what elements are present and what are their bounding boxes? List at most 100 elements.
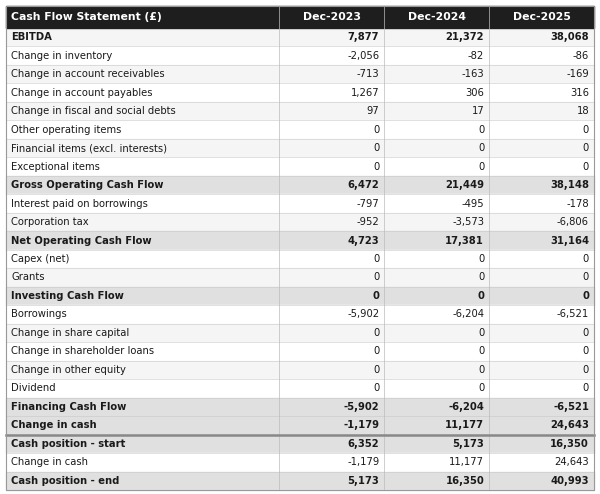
Text: Other operating items: Other operating items: [11, 124, 121, 135]
Bar: [6, 194, 594, 213]
Text: 0: 0: [478, 143, 484, 153]
Text: 0: 0: [478, 254, 484, 264]
Text: -82: -82: [468, 51, 484, 61]
Bar: [6, 6, 594, 28]
Text: 11,177: 11,177: [445, 420, 484, 430]
Text: -713: -713: [356, 69, 379, 79]
Text: 0: 0: [583, 365, 589, 375]
Text: 0: 0: [373, 346, 379, 356]
Text: Change in share capital: Change in share capital: [11, 328, 129, 338]
Text: Dec-2025: Dec-2025: [512, 12, 571, 22]
Bar: [6, 305, 594, 324]
Text: -6,521: -6,521: [557, 309, 589, 320]
Text: 0: 0: [583, 328, 589, 338]
Text: 31,164: 31,164: [550, 236, 589, 246]
Text: 4,723: 4,723: [347, 236, 379, 246]
Text: 0: 0: [373, 383, 379, 393]
Text: 0: 0: [373, 124, 379, 135]
Text: 0: 0: [478, 365, 484, 375]
Text: 16,350: 16,350: [445, 476, 484, 486]
Text: 38,068: 38,068: [550, 32, 589, 42]
Text: 0: 0: [373, 291, 379, 301]
Text: 21,449: 21,449: [445, 180, 484, 190]
Text: 24,643: 24,643: [554, 457, 589, 467]
Text: Grants: Grants: [11, 273, 44, 283]
Text: 5,173: 5,173: [347, 476, 379, 486]
Text: -2,056: -2,056: [347, 51, 379, 61]
Bar: [6, 324, 594, 342]
Text: 0: 0: [478, 162, 484, 171]
Text: -5,902: -5,902: [344, 402, 379, 412]
Text: 0: 0: [373, 365, 379, 375]
Bar: [6, 250, 594, 268]
Text: 6,352: 6,352: [347, 439, 379, 449]
Text: Net Operating Cash Flow: Net Operating Cash Flow: [11, 236, 152, 246]
Text: 0: 0: [478, 346, 484, 356]
Text: -5,902: -5,902: [347, 309, 379, 320]
Text: 0: 0: [583, 273, 589, 283]
Text: 0: 0: [583, 162, 589, 171]
Text: Change in other equity: Change in other equity: [11, 365, 126, 375]
Text: Change in fiscal and social debts: Change in fiscal and social debts: [11, 106, 176, 116]
Text: Change in cash: Change in cash: [11, 457, 88, 467]
Text: Dividend: Dividend: [11, 383, 56, 393]
Text: 0: 0: [583, 383, 589, 393]
Text: 0: 0: [583, 254, 589, 264]
Text: 0: 0: [373, 162, 379, 171]
Text: Cash position - end: Cash position - end: [11, 476, 119, 486]
Bar: [6, 471, 594, 490]
Text: -495: -495: [461, 199, 484, 208]
Text: 0: 0: [582, 291, 589, 301]
Text: Corporation tax: Corporation tax: [11, 217, 89, 227]
Text: Gross Operating Cash Flow: Gross Operating Cash Flow: [11, 180, 163, 190]
Text: -1,179: -1,179: [343, 420, 379, 430]
Bar: [6, 287, 594, 305]
Text: EBITDA: EBITDA: [11, 32, 52, 42]
Text: Change in account receivables: Change in account receivables: [11, 69, 164, 79]
Bar: [6, 139, 594, 158]
Text: Exceptional items: Exceptional items: [11, 162, 100, 171]
Text: -797: -797: [356, 199, 379, 208]
Text: 306: 306: [465, 87, 484, 98]
Text: 0: 0: [373, 273, 379, 283]
Text: -169: -169: [566, 69, 589, 79]
Text: 0: 0: [478, 273, 484, 283]
Text: 5,173: 5,173: [452, 439, 484, 449]
Text: -952: -952: [356, 217, 379, 227]
Text: 0: 0: [478, 383, 484, 393]
Text: Change in shareholder loans: Change in shareholder loans: [11, 346, 154, 356]
Text: Dec-2024: Dec-2024: [408, 12, 466, 22]
Bar: [6, 176, 594, 194]
Text: 316: 316: [570, 87, 589, 98]
Bar: [6, 268, 594, 287]
Text: -6,521: -6,521: [553, 402, 589, 412]
Text: -6,204: -6,204: [452, 309, 484, 320]
Bar: [6, 213, 594, 231]
Text: 0: 0: [477, 291, 484, 301]
Text: Cash Flow Statement (£): Cash Flow Statement (£): [11, 12, 162, 22]
Bar: [6, 46, 594, 65]
Bar: [6, 28, 594, 46]
Text: Change in account payables: Change in account payables: [11, 87, 152, 98]
Text: -6,806: -6,806: [557, 217, 589, 227]
Bar: [6, 435, 594, 453]
Bar: [6, 342, 594, 361]
Text: 1,267: 1,267: [350, 87, 379, 98]
Text: Capex (net): Capex (net): [11, 254, 70, 264]
Text: 0: 0: [373, 143, 379, 153]
Text: 0: 0: [583, 143, 589, 153]
Text: 0: 0: [583, 124, 589, 135]
Bar: [6, 416, 594, 435]
Bar: [6, 361, 594, 379]
Text: 0: 0: [478, 328, 484, 338]
Text: Cash position - start: Cash position - start: [11, 439, 125, 449]
Bar: [6, 398, 594, 416]
Text: Change in inventory: Change in inventory: [11, 51, 112, 61]
Text: 7,877: 7,877: [348, 32, 379, 42]
Text: -86: -86: [573, 51, 589, 61]
Bar: [6, 379, 594, 398]
Text: 40,993: 40,993: [551, 476, 589, 486]
Text: 0: 0: [373, 328, 379, 338]
Bar: [6, 453, 594, 471]
Text: -3,573: -3,573: [452, 217, 484, 227]
